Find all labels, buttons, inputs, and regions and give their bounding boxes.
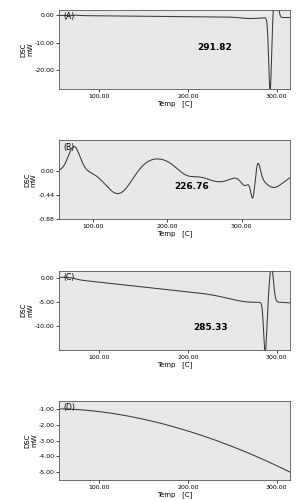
- Text: 285.33: 285.33: [193, 323, 228, 332]
- Text: (B): (B): [64, 142, 75, 152]
- Text: (D): (D): [64, 404, 76, 412]
- X-axis label: Temp   [C]: Temp [C]: [157, 100, 192, 107]
- Text: (C): (C): [64, 273, 75, 282]
- X-axis label: Temp   [C]: Temp [C]: [157, 230, 192, 237]
- X-axis label: Temp   [C]: Temp [C]: [157, 491, 192, 498]
- Y-axis label: DSC
mW: DSC mW: [21, 42, 33, 56]
- Y-axis label: DSC
mW: DSC mW: [24, 172, 37, 187]
- Text: (A): (A): [64, 12, 75, 22]
- Y-axis label: DSC
mW: DSC mW: [25, 434, 37, 448]
- Text: 291.82: 291.82: [198, 44, 232, 52]
- Y-axis label: DSC
mW: DSC mW: [21, 303, 33, 318]
- Text: 226.76: 226.76: [175, 182, 209, 190]
- X-axis label: Temp   [C]: Temp [C]: [157, 361, 192, 368]
